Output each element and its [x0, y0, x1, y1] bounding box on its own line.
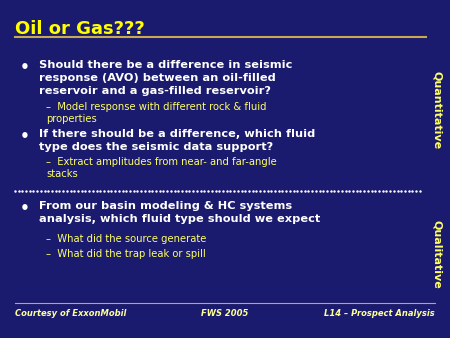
Text: From our basin modeling & HC systems
analysis, which fluid type should we expect: From our basin modeling & HC systems ana… [40, 201, 321, 224]
Text: If there should be a difference, which fluid
type does the seismic data support?: If there should be a difference, which f… [40, 129, 315, 152]
Text: Oil or Gas???: Oil or Gas??? [15, 20, 144, 38]
Text: •: • [19, 129, 29, 144]
Text: •: • [19, 60, 29, 75]
Text: Courtesy of ExxonMobil: Courtesy of ExxonMobil [15, 309, 126, 318]
Text: Should there be a difference in seismic
response (AVO) between an oil-filled
res: Should there be a difference in seismic … [40, 60, 293, 96]
Text: –  What did the trap leak or spill: – What did the trap leak or spill [46, 249, 206, 259]
Text: –  Extract amplitudes from near- and far-angle
stacks: – Extract amplitudes from near- and far-… [46, 156, 277, 179]
Text: –  What did the source generate: – What did the source generate [46, 234, 207, 244]
Text: •: • [19, 201, 29, 216]
Text: –  Model response with different rock & fluid
properties: – Model response with different rock & f… [46, 102, 266, 124]
Text: L14 – Prospect Analysis: L14 – Prospect Analysis [324, 309, 435, 318]
Text: Qualitative: Qualitative [432, 220, 442, 289]
Text: Quantitative: Quantitative [432, 71, 442, 149]
Text: FWS 2005: FWS 2005 [201, 309, 249, 318]
